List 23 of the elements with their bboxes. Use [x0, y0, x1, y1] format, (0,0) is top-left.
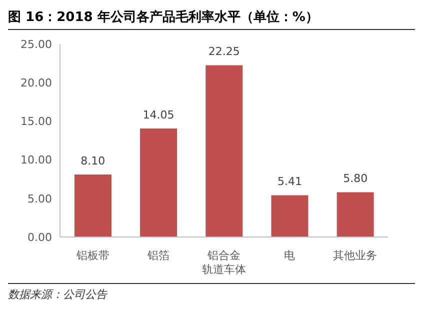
y-tick-label: 25.00 [20, 38, 52, 51]
x-tick-label: 电 [284, 249, 296, 262]
x-tick-label: 其他业务 [333, 249, 378, 262]
chart-title: 图 16：2018 年公司各产品毛利率水平（单位：%） [8, 8, 415, 30]
x-tick-label: 铝合金轨道车体 [202, 249, 246, 276]
y-tick-label: 10.00 [20, 154, 52, 167]
data-label: 5.80 [343, 172, 368, 186]
x-tick-label: 铝箔 [146, 249, 170, 262]
bar [336, 192, 374, 237]
y-tick-label: 15.00 [20, 115, 52, 128]
bar [140, 128, 178, 237]
data-label: 8.10 [80, 154, 106, 168]
bar [271, 195, 308, 237]
y-tick-label: 20.00 [20, 76, 52, 90]
y-tick-label: 0.00 [28, 230, 52, 244]
data-label: 22.25 [208, 45, 240, 58]
data-label: 14.05 [142, 108, 174, 122]
source-note: 数据来源：公司公告 [8, 287, 108, 302]
y-tick-label: 5.00 [28, 192, 52, 206]
bar [74, 174, 112, 237]
x-tick-label: 铝板带 [75, 249, 110, 262]
data-label: 5.41 [277, 175, 302, 188]
bar [206, 65, 243, 237]
